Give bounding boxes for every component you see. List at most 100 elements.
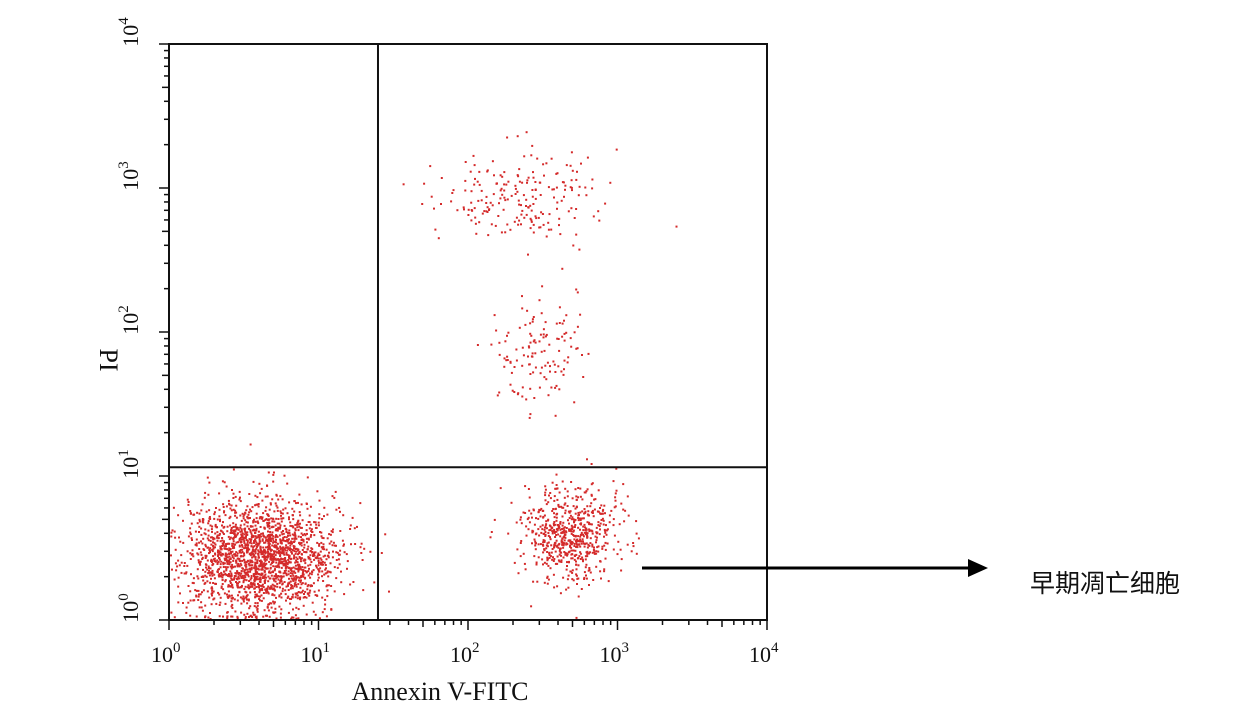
event-dot [173, 530, 176, 533]
event-dot [231, 578, 234, 581]
event-dot [202, 537, 205, 540]
event-dot [503, 183, 506, 186]
event-dot [274, 550, 277, 553]
event-dot [595, 541, 597, 544]
event-dot [277, 575, 280, 577]
event-dot [534, 215, 537, 218]
event-dot [626, 495, 629, 498]
event-dot [224, 602, 227, 605]
event-dot [218, 575, 221, 578]
event-dot [300, 544, 303, 547]
event-dot [283, 557, 286, 560]
event-dot [530, 605, 533, 608]
event-dot [208, 574, 211, 577]
event-dot [320, 546, 323, 549]
event-dot [264, 588, 267, 591]
event-dot [206, 559, 209, 562]
event-dot [300, 542, 303, 545]
event-dot [255, 617, 258, 620]
event-dot [501, 175, 504, 178]
event-dot [288, 566, 291, 569]
event-dot [204, 604, 207, 607]
event-dot [279, 495, 282, 498]
event-dot [531, 318, 534, 321]
event-dot [258, 542, 261, 545]
event-dot [326, 554, 329, 557]
event-dot [583, 491, 586, 494]
event-dot [232, 532, 235, 535]
event-dot [545, 547, 548, 550]
event-dot [239, 500, 242, 503]
event-dot [561, 480, 564, 483]
event-dot [301, 573, 304, 576]
event-dot [338, 506, 341, 509]
event-dot [568, 522, 570, 525]
event-dot [597, 210, 600, 213]
event-dot [278, 605, 281, 608]
event-dot [256, 602, 259, 605]
event-dot [249, 578, 252, 581]
event-dot [268, 603, 270, 606]
event-dot [463, 208, 465, 211]
event-dot [295, 537, 298, 540]
event-dot [576, 170, 578, 173]
event-dot [246, 546, 249, 549]
event-dot [197, 589, 200, 592]
event-dot [268, 518, 271, 521]
event-dot [543, 541, 546, 543]
event-dot [544, 364, 547, 367]
event-dot [614, 505, 617, 508]
event-dot [257, 553, 260, 555]
event-dot [227, 575, 230, 577]
event-dot [174, 562, 177, 565]
event-dot [561, 524, 564, 527]
event-dot [224, 547, 227, 550]
event-dot [534, 548, 537, 551]
event-dot [562, 546, 565, 549]
event-dot [576, 291, 579, 294]
event-dot [549, 492, 552, 494]
event-dot [544, 321, 547, 324]
event-dot [202, 548, 205, 551]
event-dot [229, 536, 232, 539]
event-dot [560, 540, 563, 543]
event-dot [578, 540, 581, 543]
event-dot [506, 198, 509, 201]
event-dot [564, 487, 567, 490]
event-dot [328, 551, 330, 554]
event-dot [256, 560, 259, 563]
event-dot [558, 553, 561, 556]
event-dot [496, 394, 499, 397]
event-dot [519, 542, 522, 544]
event-dot [237, 594, 239, 597]
event-dot [272, 600, 275, 603]
event-dot [222, 541, 225, 544]
event-dot [530, 154, 533, 157]
event-dot [575, 541, 578, 544]
event-dot [239, 596, 242, 599]
event-dot [333, 496, 336, 499]
event-dot [254, 602, 257, 605]
event-dot [236, 554, 239, 557]
event-dot [294, 533, 297, 536]
event-dot [258, 538, 261, 541]
event-dot [529, 341, 532, 344]
event-dot [543, 581, 546, 584]
event-dot [548, 552, 551, 555]
event-dot [201, 609, 204, 612]
event-dot [222, 544, 225, 547]
event-dot [301, 549, 304, 551]
event-dot [440, 203, 442, 205]
event-dot [256, 610, 259, 613]
event-dot [545, 503, 548, 506]
event-dot [556, 528, 559, 530]
event-dot [180, 554, 183, 557]
event-dot [207, 539, 210, 542]
event-dot [226, 548, 228, 551]
event-dot [598, 533, 601, 536]
event-dot [259, 578, 262, 581]
event-dot [568, 517, 571, 519]
event-dot [170, 611, 173, 614]
event-dot [322, 537, 325, 540]
event-dot [275, 528, 278, 530]
